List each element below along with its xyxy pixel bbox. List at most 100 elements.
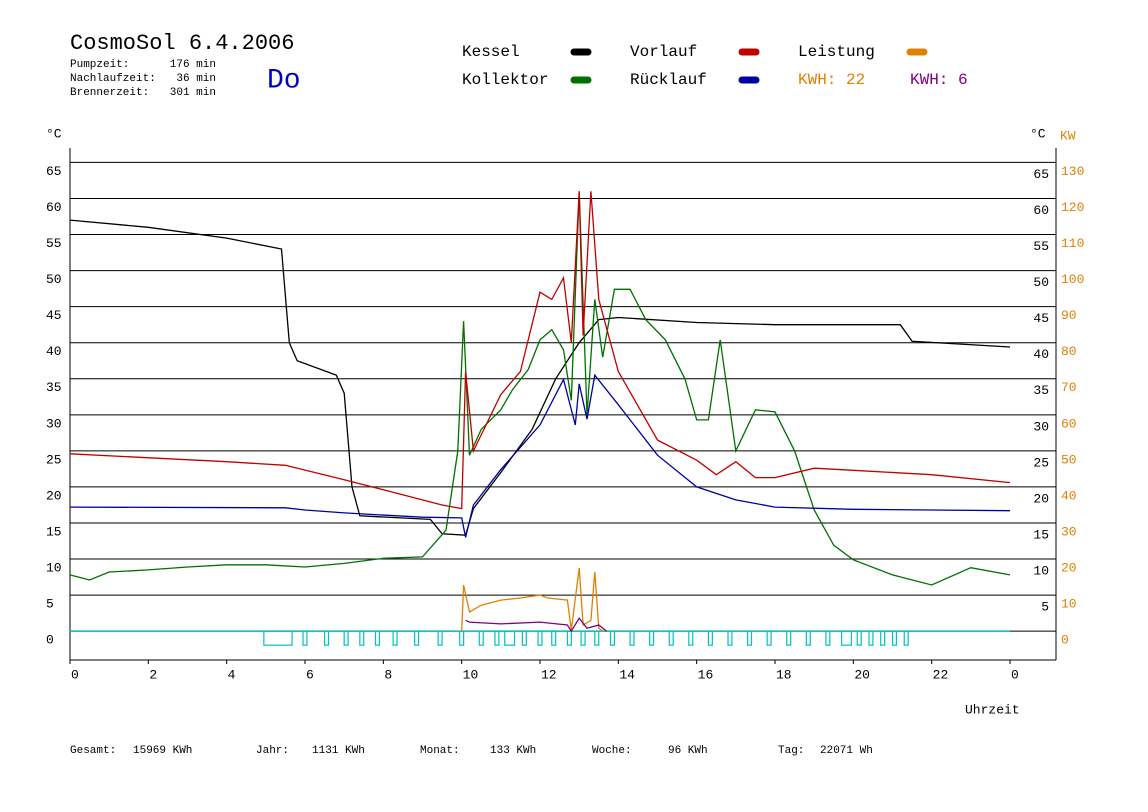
series-line (69, 219, 1011, 536)
pump-interval (868, 630, 874, 646)
y2-tick-label: 60 (1061, 416, 1077, 431)
pump-interval (521, 630, 527, 646)
y-tick-label: 25 (46, 452, 62, 467)
y-tick-label: 60 (46, 200, 62, 215)
pump-interval (891, 630, 898, 646)
y-tick-label: 20 (46, 488, 62, 503)
pump-interval (359, 630, 365, 646)
legend-label: Rücklauf (630, 71, 707, 89)
pump-interval (688, 630, 694, 646)
y-tick-label-right: 60 (1033, 203, 1049, 218)
y-tick-label-right: 50 (1033, 275, 1049, 290)
y2-tick-label: 130 (1061, 164, 1084, 179)
pump-interval (414, 630, 420, 646)
y2-tick-label: 10 (1061, 597, 1077, 612)
y-tick-label: 55 (46, 236, 62, 251)
chart-title: CosmoSol 6.4.2006 (70, 31, 294, 56)
series-line (69, 373, 1011, 538)
y2-axis-label: KW (1060, 128, 1076, 143)
series-line (461, 568, 604, 632)
y2-tick-label: 100 (1061, 272, 1084, 287)
x-tick-label: 10 (463, 667, 479, 682)
x-tick-label: 12 (541, 667, 557, 682)
y2-tick-label: 40 (1061, 488, 1077, 503)
y-tick-label-right: 5 (1041, 600, 1049, 615)
pump-interval (786, 630, 792, 646)
y2-tick-label: 80 (1061, 344, 1077, 359)
pump-interval (903, 630, 909, 646)
y2-tick-label: 90 (1061, 308, 1077, 323)
y-tick-label-right: 65 (1033, 167, 1049, 182)
y-tick-label-right: 45 (1033, 311, 1049, 326)
x-axis-label: Uhrzeit (965, 702, 1020, 717)
pump-interval (494, 630, 500, 646)
series-line (69, 191, 1011, 586)
pump-interval (551, 630, 557, 646)
y-tick-label-right: 25 (1033, 455, 1049, 470)
pump-interval (825, 630, 831, 646)
pump-interval (263, 630, 293, 646)
day-label: Do (267, 65, 301, 96)
y-tick-label: 10 (46, 560, 62, 575)
y2-tick-label: 120 (1061, 200, 1084, 215)
pump-interval (629, 630, 635, 646)
y-tick-label-right: 10 (1033, 563, 1049, 578)
pump-interval (649, 630, 655, 646)
y-tick-label: 50 (46, 272, 62, 287)
series-line (69, 191, 1011, 510)
y-tick-label: 5 (46, 597, 54, 612)
y-tick-label: 40 (46, 344, 62, 359)
stat-label: Pumpzeit: (70, 59, 129, 71)
pump-interval (478, 630, 484, 646)
x-tick-label: 16 (698, 667, 714, 682)
y-tick-label-right: 40 (1033, 347, 1049, 362)
pump-interval (537, 630, 543, 646)
pump-interval (504, 630, 516, 646)
y-tick-label: 35 (46, 380, 62, 395)
y-tick-label: 0 (46, 633, 54, 648)
pump-interval (766, 630, 772, 646)
y2-tick-label: 70 (1061, 380, 1077, 395)
footer-value: 96 KWh (668, 745, 708, 757)
footer-value: 22071 Wh (820, 745, 873, 757)
y2-tick-label: 30 (1061, 524, 1077, 539)
footer-value: 15969 KWh (133, 745, 192, 757)
series-line (465, 617, 608, 633)
stat-label: Brennerzeit: (70, 87, 149, 99)
footer-label: Tag: (778, 745, 804, 757)
pump-interval (580, 630, 586, 646)
pump-interval (437, 630, 443, 646)
y-tick-label: 45 (46, 308, 62, 323)
y-tick-label-right: 15 (1033, 527, 1049, 542)
y2-tick-label: 20 (1061, 560, 1077, 575)
y-tick-label-right: 20 (1033, 491, 1049, 506)
pump-interval (594, 630, 600, 646)
x-tick-label: 8 (384, 667, 392, 682)
footer-label: Woche: (592, 745, 632, 757)
y-axis-label: °C (46, 126, 62, 141)
x-tick-label: 4 (228, 667, 236, 682)
legend-kwh: KWH: 22 (798, 71, 865, 89)
y2-tick-label: 110 (1061, 236, 1084, 251)
y-tick-label: 30 (46, 416, 62, 431)
pump-interval (880, 630, 886, 646)
stat-value: 301 min (170, 87, 216, 99)
y-tick-label: 15 (46, 524, 62, 539)
stat-label: Nachlaufzeit: (70, 73, 156, 85)
legend-label: Kollektor (462, 71, 548, 89)
pump-interval (343, 630, 349, 646)
x-tick-label: 18 (776, 667, 792, 682)
y-tick-label-right: 30 (1033, 419, 1049, 434)
y-axis-label-right: °C (1030, 126, 1046, 141)
y2-tick-label: 50 (1061, 452, 1077, 467)
x-tick-label: 6 (306, 667, 314, 682)
y-tick-label-right: 35 (1033, 383, 1049, 398)
pump-interval (805, 630, 811, 646)
x-tick-label: 22 (933, 667, 949, 682)
legend-label: Leistung (798, 43, 875, 61)
footer-label: Jahr: (256, 745, 289, 757)
pump-interval (840, 630, 852, 646)
pump-interval (302, 630, 308, 646)
pump-interval (459, 630, 465, 646)
footer-value: 1131 KWh (312, 745, 365, 757)
